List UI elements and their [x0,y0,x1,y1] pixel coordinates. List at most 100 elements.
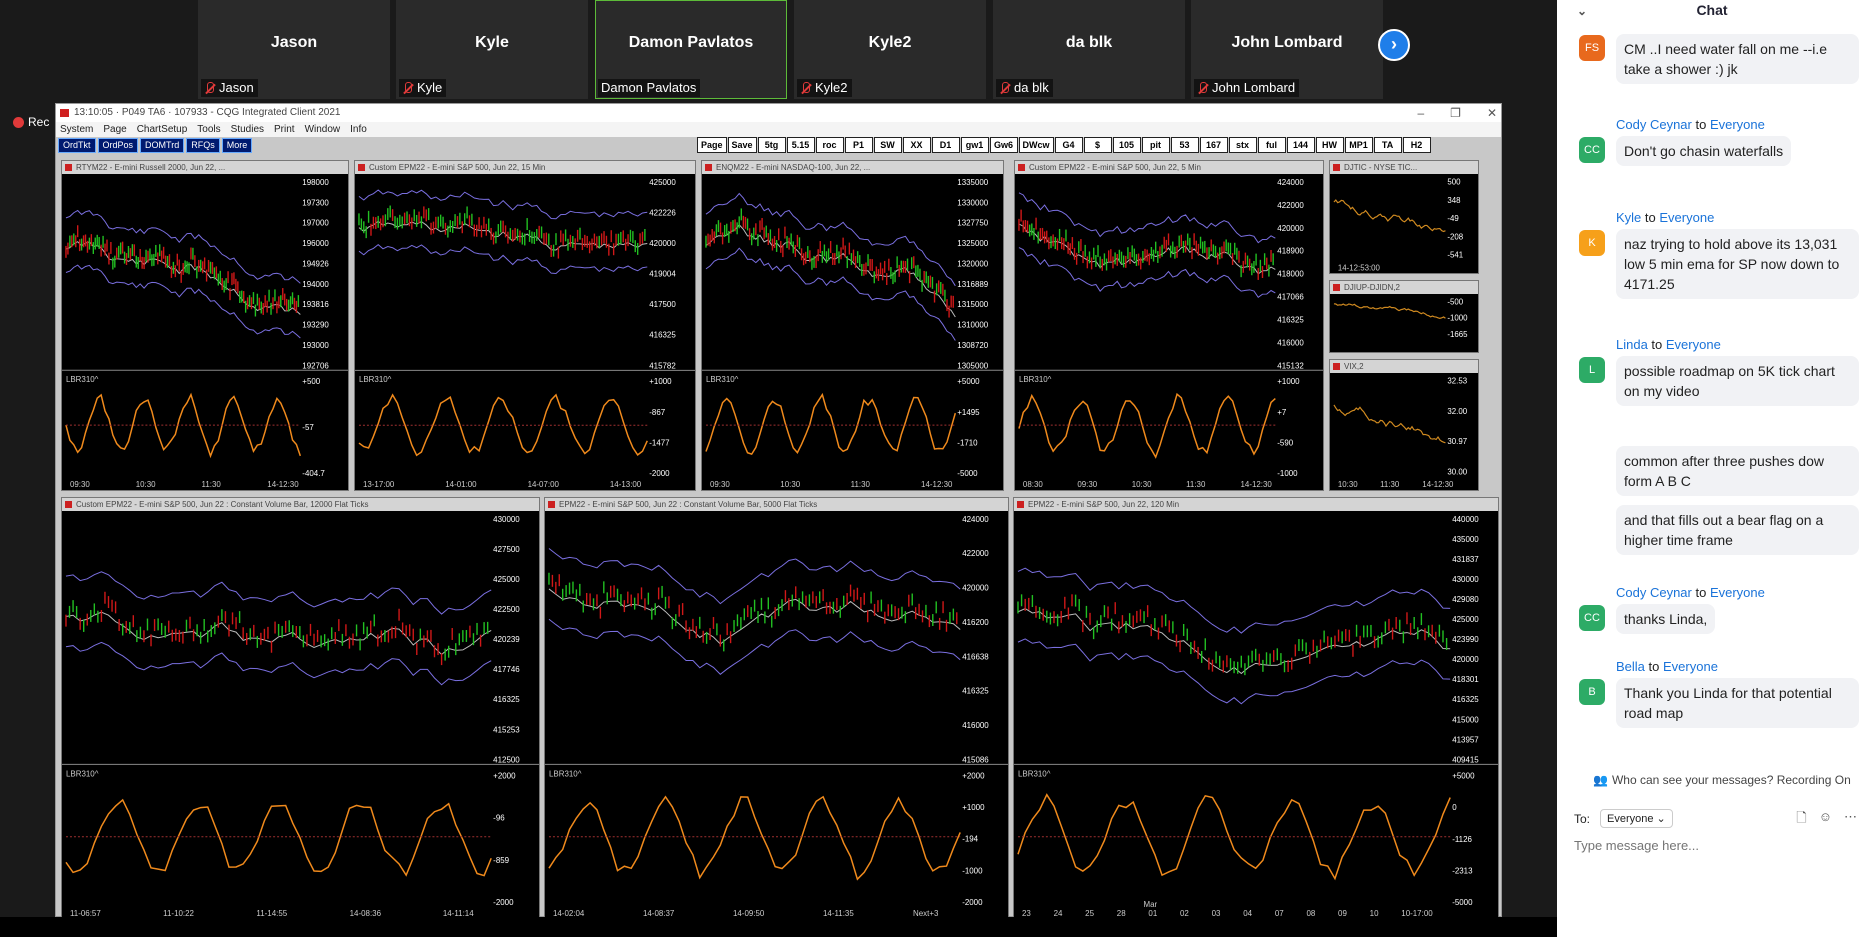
time-axis-label: 14-11:14 [443,909,474,918]
chevron-down-icon[interactable]: ⌄ [1577,4,1588,18]
participant-tile[interactable]: Kyle Kyle [396,0,588,99]
chart-canvas[interactable]: 198000 197300 197000 196000 194926 194000 1938… [62,174,348,491]
toolbar-button[interactable]: gw1 [960,137,989,153]
participant-tile[interactable]: Jason Jason [198,0,390,99]
menu-item[interactable]: Tools [197,124,221,135]
chart-pane[interactable]: EPM22 - E-mini S&P 500, Jun 22 : Constan… [544,497,1009,920]
toolbar-button[interactable]: RFQs [186,138,220,153]
toolbar-button[interactable]: P1 [844,137,873,153]
toolbar-button[interactable]: D1 [931,137,960,153]
chat-visibility-notice[interactable]: 👥 Who can see your messages? Recording On [1593,773,1851,787]
menu-item[interactable]: ChartSetup [136,124,188,135]
chat-bubble[interactable]: and that fills out a bear flag on a high… [1616,505,1859,555]
chart-canvas[interactable]: 500 348 -49 -208 -541 14-12:53:00 [1330,174,1478,274]
chart-pane[interactable]: Custom EPM22 - E-mini S&P 500, Jun 22, 1… [354,160,696,491]
chart-pane-title: Custom EPM22 - E-mini S&P 500, Jun 22, 5… [1015,161,1323,174]
chart-pane[interactable]: DJTIC - NYSE TIC... 500 348 -49 -208 -541 14-1… [1329,160,1479,274]
toolbar-button[interactable]: HW [1315,137,1344,153]
toolbar-button[interactable]: XX [902,137,931,153]
toolbar-button[interactable]: G4 [1054,137,1083,153]
menu-item[interactable]: Info [350,124,367,135]
time-axis-label: 10:30 [1132,480,1152,489]
toolbar-button[interactable]: 105 [1112,137,1141,153]
minimize-icon[interactable]: – [1417,106,1425,120]
toolbar-button[interactable]: Save [727,137,757,153]
recipient-name[interactable]: Everyone [1659,210,1715,225]
menu-item[interactable]: Page [103,124,127,135]
menu-item[interactable]: Window [304,124,341,135]
toolbar-button[interactable]: 144 [1286,137,1315,153]
chart-canvas[interactable]: 425000 422226 420000 419004 417500 416325 4157… [355,174,695,491]
price-axis-label: 418900 [1277,247,1304,256]
toolbar-button[interactable]: 5tg [757,137,786,153]
toolbar-button[interactable]: 167 [1199,137,1228,153]
recipient-select[interactable]: Everyone ⌄ [1600,809,1673,828]
chart-pane[interactable]: RTYM22 - E-mini Russell 2000, Jun 22, ..… [61,160,349,491]
chat-bubble[interactable]: possible roadmap on 5K tick chart on my … [1616,356,1859,406]
participant-tile[interactable]: Kyle2 Kyle2 [794,0,986,99]
participant-tile[interactable]: Damon Pavlatos Damon Pavlatos [595,0,787,99]
chart-canvas[interactable]: 424000 422000 420000 418900 418000 417066 4163… [1015,174,1323,491]
sender-name[interactable]: Linda [1616,337,1648,352]
next-participants-button[interactable]: › [1378,29,1410,61]
chart-canvas[interactable]: 440000 435000 431837 430000 429080 425000 4239… [1014,511,1498,920]
chat-bubble[interactable]: naz trying to hold above its 13,031 low … [1616,229,1859,299]
close-icon[interactable]: ✕ [1486,106,1497,120]
participant-tile[interactable]: da blk da blk [993,0,1185,99]
sender-name[interactable]: Cody Ceynar [1616,117,1692,132]
toolbar-button[interactable]: OrdPos [97,138,139,153]
toolbar-button[interactable]: OrdTkt [58,138,96,153]
menu-item[interactable]: System [60,124,94,135]
recipient-name[interactable]: Everyone [1665,337,1721,352]
chat-bubble[interactable]: CM ..I need water fall on me --i.e take … [1616,34,1859,84]
recipient-name[interactable]: Everyone [1709,585,1765,600]
toolbar-button[interactable]: DOMTrd [140,138,185,153]
chart-pane[interactable]: DJIUP-DJIDN,2 -500 -1000 -1665 [1329,280,1479,353]
toolbar-button[interactable]: TA [1373,137,1402,153]
price-axis-label: 417500 [649,300,676,309]
toolbar-button[interactable]: 53 [1170,137,1199,153]
recipient-name[interactable]: Everyone [1709,117,1765,132]
toolbar-button[interactable]: H2 [1402,137,1431,153]
chart-canvas[interactable]: 1335000 1330000 1327750 1325000 1320000 13168… [702,174,1003,491]
recipient-name[interactable]: Everyone [1663,659,1718,674]
toolbar-button[interactable]: MP1 [1344,137,1373,153]
file-icon[interactable]: 🗋 [1796,810,1807,825]
participant-tile[interactable]: John Lombard John Lombard [1191,0,1383,99]
toolbar-button[interactable]: roc [815,137,844,153]
toolbar-button[interactable]: pit [1141,137,1170,153]
toolbar-button[interactable]: ful [1257,137,1286,153]
toolbar-button[interactable]: DWcw [1018,137,1054,153]
indicator-line [548,588,961,645]
chat-bubble[interactable]: Thank you Linda for that potential road … [1616,678,1859,728]
toolbar-button[interactable]: 5.15 [786,137,815,153]
chat-bubble[interactable]: common after three pushes dow form A B C [1616,446,1859,496]
chart-canvas[interactable]: 32.53 32.00 30.97 30.00 10:30 11:30 14-12:30 [1330,373,1478,491]
more-icon[interactable]: ⋯ [1844,809,1857,824]
participant-name: Kyle [475,34,509,51]
chat-message-input[interactable] [1574,838,1854,853]
chart-canvas[interactable]: -500 -1000 -1665 [1330,294,1478,353]
chart-pane[interactable]: Custom EPM22 - E-mini S&P 500, Jun 22 : … [61,497,540,920]
chart-pane[interactable]: Custom EPM22 - E-mini S&P 500, Jun 22, 5… [1014,160,1324,491]
chart-canvas[interactable]: 424000 422000 420000 416200 416638 416325 4160… [545,511,1008,920]
toolbar-button[interactable]: SW [873,137,902,153]
menu-item[interactable]: Print [274,124,295,135]
toolbar-button[interactable]: Gw6 [989,137,1018,153]
chart-canvas[interactable]: 430000 427500 425000 422500 420239 417746 4163… [62,511,539,920]
restore-icon[interactable]: ❐ [1450,106,1461,120]
chart-pane[interactable]: ENQM22 - E-mini NASDAQ-100, Jun 22, ... 1… [701,160,1004,491]
sender-name[interactable]: Cody Ceynar [1616,585,1692,600]
sender-name[interactable]: Bella [1616,659,1645,674]
sender-name[interactable]: Kyle [1616,210,1642,225]
toolbar-button[interactable]: $ [1083,137,1112,153]
menu-item[interactable]: Studies [230,124,265,135]
toolbar-button[interactable]: stx [1228,137,1257,153]
toolbar-button[interactable]: More [221,138,253,153]
toolbar-button[interactable]: Page [697,137,727,153]
chart-pane[interactable]: EPM22 - E-mini S&P 500, Jun 22, 120 Min 4… [1013,497,1499,920]
chart-pane[interactable]: VIX,2 32.53 32.00 30.97 30.00 10:30 11:30 14-12… [1329,359,1479,491]
chat-bubble[interactable]: thanks Linda, [1616,604,1716,634]
emoji-icon[interactable]: ☺ [1818,809,1832,824]
chat-bubble[interactable]: Don't go chasin waterfalls [1616,136,1792,166]
